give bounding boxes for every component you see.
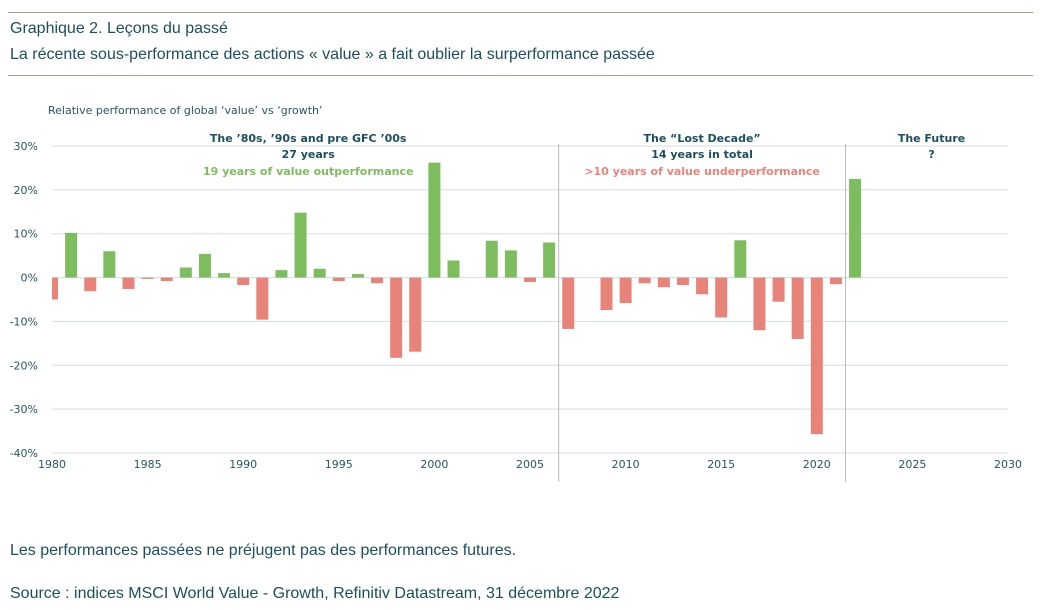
bar-1996 — [351, 274, 364, 278]
bar-1990 — [237, 277, 250, 286]
annotation-mask — [148, 130, 469, 144]
annotation-line: ? — [928, 148, 934, 161]
bar-2004 — [504, 250, 517, 278]
bar-1987 — [179, 267, 192, 278]
x-tick-label: 1990 — [229, 458, 257, 471]
bar-2014 — [696, 277, 709, 295]
annotation-mask — [542, 130, 863, 144]
bar-2021 — [829, 277, 842, 285]
x-tick-label: 1995 — [325, 458, 353, 471]
bar-2003 — [485, 240, 498, 278]
bar-2012 — [657, 277, 670, 288]
annotation-highlight: 19 years of value outperformance — [203, 165, 414, 178]
x-tick-label: 2005 — [516, 458, 544, 471]
bar-2005 — [524, 277, 536, 282]
y-tick-label: -30% — [10, 403, 38, 416]
y-tick-label: 0% — [21, 272, 38, 285]
bar-1989 — [218, 273, 231, 278]
top-rule — [8, 12, 1033, 13]
bar-2022 — [849, 178, 862, 278]
bar-1999 — [409, 277, 422, 352]
x-tick-label: 2000 — [420, 458, 448, 471]
annotation-line: The ’80s, ’90s and pre GFC ’00s — [210, 132, 407, 145]
x-tick-label: 2030 — [994, 458, 1022, 471]
bar-2018 — [772, 277, 785, 302]
bar-2000 — [428, 162, 441, 278]
annotation-mask — [876, 130, 987, 144]
x-tick-label: 2015 — [707, 458, 735, 471]
bar-2009 — [600, 277, 613, 311]
x-tick-label: 1980 — [38, 458, 66, 471]
disclaimer-text: Les performances passées ne préjugent pa… — [10, 542, 517, 559]
bar-2015 — [715, 277, 728, 318]
bar-1991 — [256, 277, 269, 320]
bar-1980 — [52, 277, 58, 300]
bar-2011 — [638, 277, 651, 284]
x-tick-label: 2025 — [898, 458, 926, 471]
x-tick-label: 1985 — [134, 458, 162, 471]
bar-1982 — [84, 277, 97, 292]
bar-1988 — [198, 253, 211, 278]
bar-2010 — [619, 277, 632, 304]
bar-1997 — [371, 277, 384, 284]
bar-1985 — [141, 277, 154, 279]
y-tick-label: -40% — [10, 447, 38, 460]
bar-2007 — [562, 277, 575, 329]
bar-1986 — [160, 277, 173, 282]
x-tick-label: 2020 — [803, 458, 831, 471]
bar-1983 — [103, 251, 116, 278]
x-tick-label: 2010 — [612, 458, 640, 471]
chart-title: Relative performance of global ‘value’ v… — [48, 104, 322, 117]
bar-2006 — [543, 242, 556, 278]
bar-2013 — [676, 277, 689, 286]
y-tick-label: -10% — [10, 315, 38, 328]
bar-1995 — [332, 277, 345, 282]
bar-2020 — [810, 277, 823, 435]
bar-2017 — [753, 277, 766, 331]
y-tick-label: 30% — [14, 140, 38, 153]
figure-subtitle: La récente sous-performance des actions … — [10, 46, 655, 63]
bar-1984 — [122, 277, 135, 289]
y-tick-label: 10% — [14, 228, 38, 241]
bar-2001 — [447, 260, 460, 278]
annotation-line: 27 years — [282, 148, 336, 161]
bar-2016 — [734, 240, 747, 278]
annotation-line: 14 years in total — [651, 148, 753, 161]
bar-1994 — [313, 268, 326, 278]
annotation-line: The Future — [898, 132, 965, 145]
source-text: Source : indices MSCI World Value - Grow… — [10, 585, 620, 602]
bar-2019 — [791, 277, 804, 339]
bar-1993 — [294, 212, 307, 278]
y-tick-label: -20% — [10, 359, 38, 372]
header-rule — [8, 75, 1033, 76]
annotation-highlight: >10 years of value underperformance — [584, 165, 820, 178]
bar-1981 — [65, 232, 78, 278]
bar-1998 — [390, 277, 403, 358]
figure-title: Graphique 2. Leçons du passé — [10, 20, 228, 37]
y-tick-label: 20% — [14, 184, 38, 197]
bar-1992 — [275, 270, 288, 278]
annotation-line: The “Lost Decade” — [644, 132, 761, 145]
